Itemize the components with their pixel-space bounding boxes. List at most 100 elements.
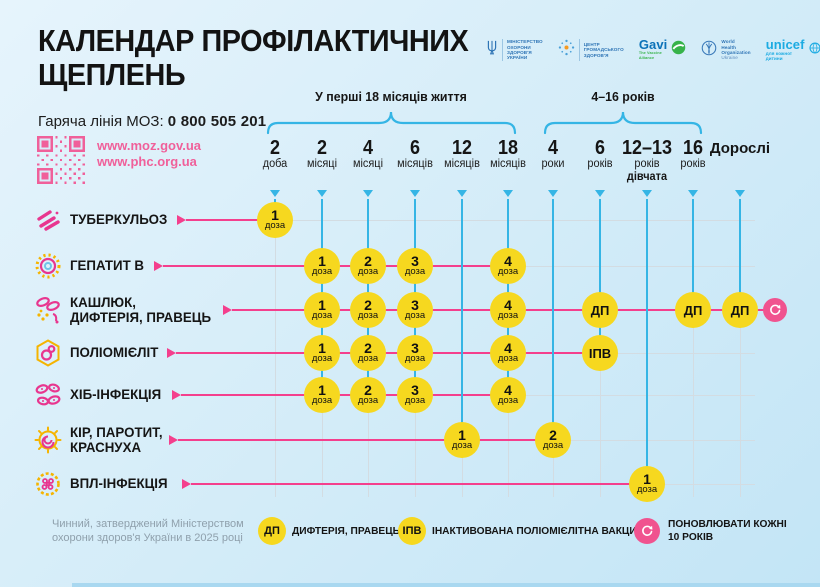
qr-code — [37, 136, 85, 184]
page-title: КАЛЕНДАР ПРОФІЛАКТИЧНИХ ЩЕПЛЕНЬ — [38, 24, 469, 92]
logo-public-health-center: ЦЕНТР ГРОМАДСЬКОГО ЗДОРОВ'Я — [558, 39, 624, 61]
logo-text: unicef для кожної дитини — [765, 36, 805, 61]
dose-marker: 2 доза — [350, 377, 386, 413]
moh-ukraine-icon — [486, 39, 498, 61]
logo-moh-ukraine: МІНІСТЕРСТВО ОХОРОНИ ЗДОРОВ'Я УКРАЇНИ — [486, 39, 543, 61]
dose-number: 2 — [364, 297, 372, 313]
who-icon — [701, 40, 717, 61]
age-unit: доба — [262, 158, 288, 170]
age-column-header: 4 роки — [518, 138, 588, 171]
dose-word: доза — [357, 266, 379, 277]
dose-marker: 1 доза — [257, 202, 293, 238]
phc-link[interactable]: www.phc.org.ua — [97, 154, 197, 169]
age-extra: дівчата — [626, 171, 668, 183]
hotline: Гаряча лінія МОЗ: 0 800 505 201 — [38, 113, 266, 130]
age-column-header: 6 років — [565, 138, 635, 171]
dose-marker: 3 доза — [397, 377, 433, 413]
dose-word: доза — [497, 310, 519, 321]
legend-symbol: ІПВ — [398, 517, 426, 545]
dose-marker: ДП — [582, 292, 618, 328]
disease-row-label: ВПЛ-ІНФЕКЦІЯ — [70, 475, 168, 491]
hpv-icon — [33, 469, 63, 499]
dose-marker: 1 доза — [304, 292, 340, 328]
age-unit: років — [587, 158, 613, 170]
dose-marker: 3 доза — [397, 335, 433, 371]
age-column-header: 6 місяців — [380, 137, 450, 171]
row-arrow-icon — [154, 261, 163, 271]
logo-unicef: unicef для кожної дитини — [765, 36, 820, 62]
dose-word: доза — [542, 440, 564, 451]
grid-row-line — [275, 220, 755, 221]
dose-word: доза — [404, 395, 426, 406]
grid-column-line — [692, 220, 694, 497]
column-marker-icon — [317, 190, 327, 197]
age-column-header: 16 років — [658, 138, 728, 171]
dose-word: доза — [357, 310, 379, 321]
age-group-brace — [266, 111, 517, 135]
measles-mumps-rubella-icon — [33, 425, 63, 455]
age-value: 6 — [409, 137, 421, 159]
age-unit: років — [680, 158, 706, 170]
repeat-every-10-years-icon — [634, 518, 660, 544]
age-unit: місяців — [397, 158, 433, 170]
gavi-icon — [671, 40, 686, 60]
column-marker-icon — [688, 190, 698, 197]
row-line — [181, 394, 508, 396]
dose-word: доза — [311, 395, 333, 406]
dose-number: 1 — [643, 471, 651, 487]
dose-marker: 2 доза — [350, 335, 386, 371]
age-group-label-4-16-years: 4–16 років — [591, 89, 655, 104]
legend-text: ПОНОВЛЮВАТИ КОЖНІ 10 РОКІВ — [668, 518, 787, 543]
moz-link[interactable]: www.moz.gov.ua — [97, 138, 202, 153]
dose-number: 1 — [318, 382, 326, 398]
column-marker-icon — [595, 190, 605, 197]
dose-marker: 2 доза — [350, 292, 386, 328]
age-value: 2 — [316, 137, 328, 159]
dose-marker: 1 доза — [304, 335, 340, 371]
logo-text: МІНІСТЕРСТВО ОХОРОНИ ЗДОРОВ'Я УКРАЇНИ — [507, 39, 543, 61]
disease-row-label: ТУБЕРКУЛЬОЗ — [70, 211, 168, 227]
dose-number: 4 — [504, 340, 512, 356]
page-title-line2: ЩЕПЛЕНЬ — [38, 57, 186, 92]
dose-word: доза — [497, 353, 519, 364]
dose-marker: 1 доза — [304, 377, 340, 413]
polio-icon — [33, 338, 63, 368]
approval-note-line2: охорони здоров'я України в 2025 році — [52, 532, 243, 544]
column-line — [599, 199, 601, 353]
logo-text: Gavi The Vaccine Alliance — [638, 36, 668, 60]
dose-number: 4 — [504, 253, 512, 269]
tuberculosis-icon — [33, 205, 63, 235]
row-line — [178, 439, 553, 441]
column-marker-icon — [503, 190, 513, 197]
age-column-header: 18 місяців — [473, 137, 543, 171]
age-value: Дорослі — [709, 140, 771, 157]
age-unit: місяці — [306, 158, 338, 170]
website-links: www.moz.gov.ua www.phc.org.ua — [97, 138, 201, 170]
age-unit: років — [634, 158, 660, 170]
age-value: 18 — [497, 137, 519, 159]
disease-row-label: ПОЛІОМІЄЛІТ — [70, 344, 159, 360]
dose-marker: 1 доза — [444, 422, 480, 458]
legend-text: ДИФТЕРІЯ, ПРАВЕЦЬ — [292, 525, 400, 537]
dose-marker: 4 доза — [490, 248, 526, 284]
age-column-header: Дорослі — [705, 139, 775, 158]
column-line — [739, 199, 741, 310]
dose-marker: ДП — [722, 292, 758, 328]
dose-number: 3 — [411, 297, 419, 313]
dose-number: 2 — [364, 340, 372, 356]
dose-number: 3 — [411, 382, 419, 398]
hib-icon — [33, 380, 63, 410]
row-line — [191, 483, 647, 485]
row-line — [186, 219, 275, 221]
row-arrow-icon — [167, 348, 176, 358]
age-group-label-0-18-months: У перші 18 місяців життя — [315, 89, 467, 104]
dose-number: 1 — [271, 207, 279, 223]
disease-row-label: КАШЛЮК, ДИФТЕРІЯ, ПРАВЕЦЬ — [70, 294, 212, 325]
dose-marker: 1 доза — [629, 466, 665, 502]
column-marker-icon — [642, 190, 652, 197]
column-marker-icon — [410, 190, 420, 197]
age-unit: місяці — [352, 158, 384, 170]
age-column-header: 2 доба — [240, 138, 310, 171]
dose-word: доза — [497, 266, 519, 277]
